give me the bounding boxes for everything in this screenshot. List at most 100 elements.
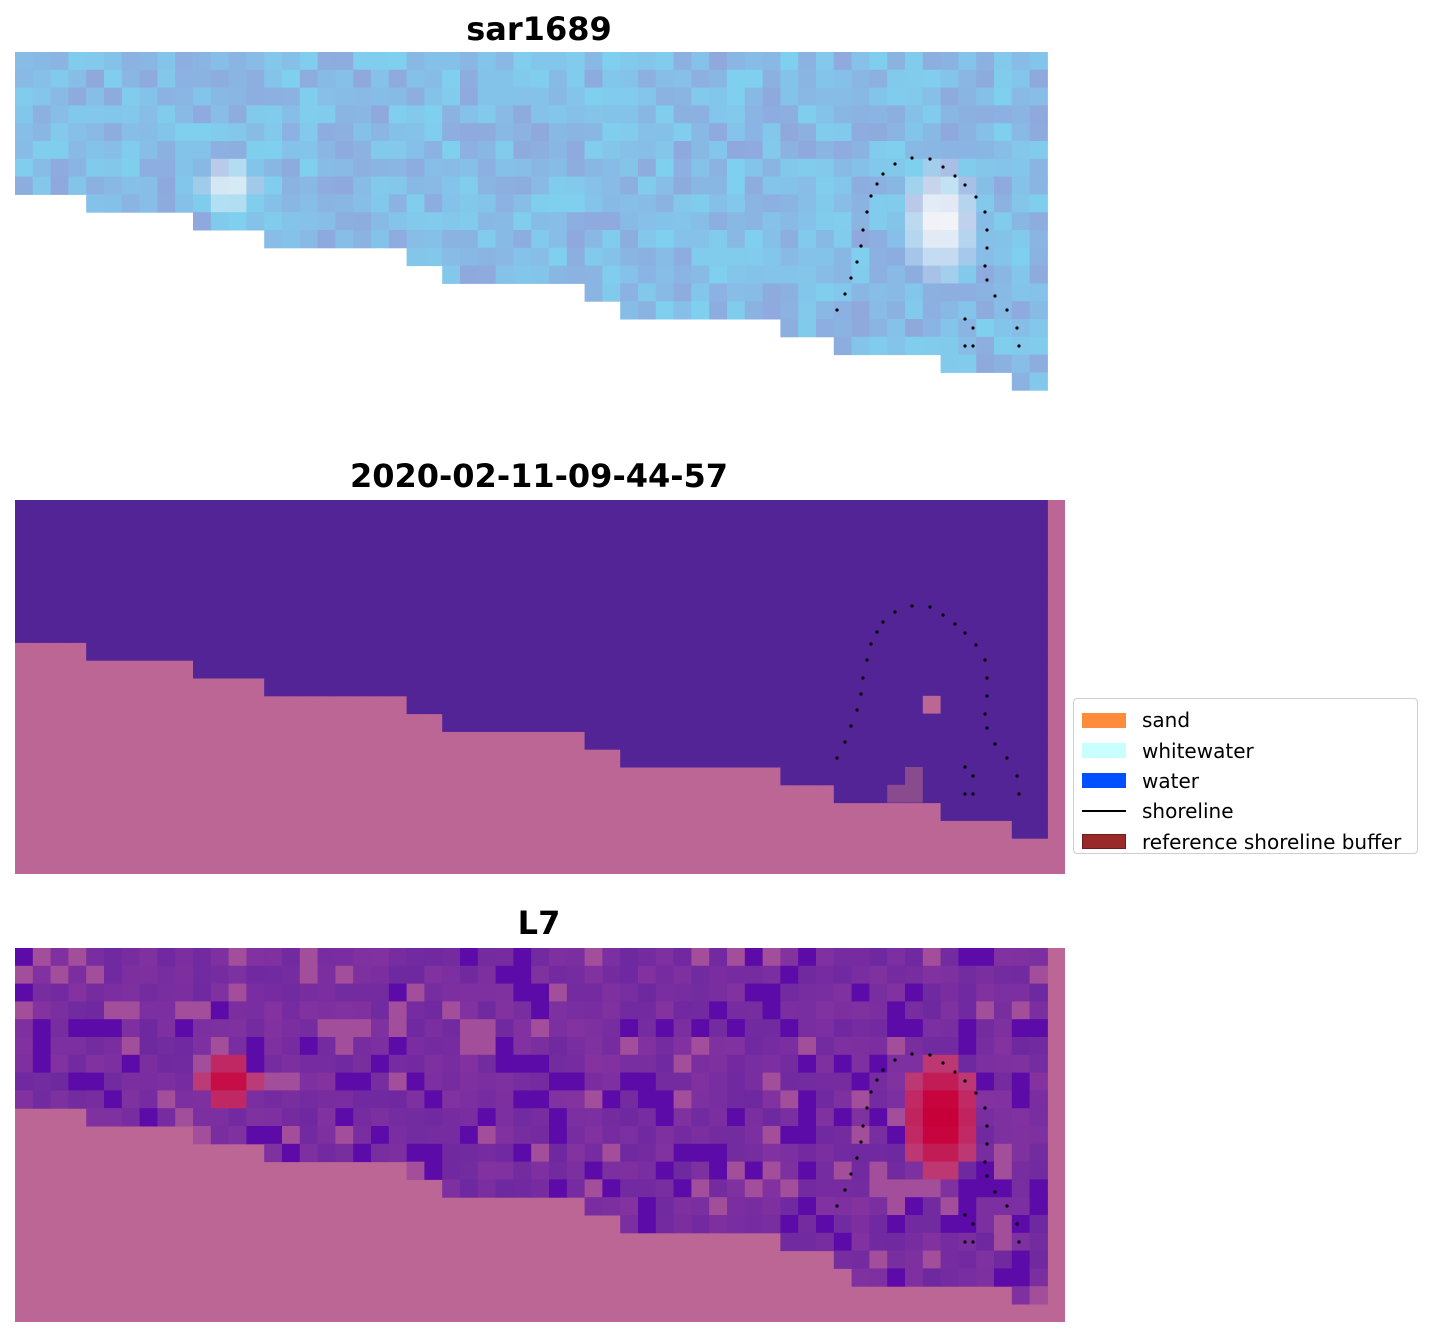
raster-cell: [851, 336, 870, 356]
raster-cell: [620, 141, 639, 160]
raster-cell: [353, 535, 372, 554]
raster-cell: [549, 571, 568, 590]
raster-cell: [976, 1215, 995, 1234]
raster-cell: [798, 87, 817, 106]
raster-cell: [709, 983, 728, 1002]
raster-cell: [1029, 212, 1048, 231]
raster-cell: [833, 87, 853, 106]
raster-cell: [228, 1072, 247, 1091]
raster-cell: [531, 1161, 550, 1180]
raster-cell: [833, 1001, 853, 1020]
raster-cell: [762, 1090, 781, 1109]
raster-cell: [388, 1072, 408, 1091]
raster-cell: [317, 606, 336, 626]
raster-cell: [228, 69, 247, 89]
raster-cell: [68, 589, 87, 608]
raster-cell: [976, 606, 995, 626]
raster-cell: [780, 535, 799, 554]
raster-cell: [228, 87, 247, 106]
raster-cell: [477, 553, 497, 572]
raster-cell: [691, 535, 710, 554]
raster-cell: [1029, 678, 1048, 697]
raster-cell: [193, 69, 212, 89]
raster-cell: [353, 1001, 372, 1020]
raster-cell: [139, 606, 158, 626]
raster-cell: [994, 802, 1013, 821]
raster-cell: [1011, 1001, 1031, 1020]
raster-cell: [531, 158, 550, 178]
raster-cell: [673, 158, 692, 178]
raster-cell: [798, 965, 817, 985]
raster-cell: [175, 194, 194, 213]
raster-cell: [371, 589, 390, 608]
reference-shoreline-dot: [1005, 1204, 1009, 1208]
raster-cell: [709, 212, 728, 231]
raster-cell: [513, 1179, 532, 1198]
raster-cell: [655, 965, 675, 985]
raster-cell: [744, 1108, 764, 1127]
raster-cell: [780, 1232, 799, 1252]
raster-cell: [976, 660, 995, 679]
raster-cell: [638, 1037, 657, 1056]
raster-cell: [798, 695, 817, 715]
raster-cell: [638, 500, 657, 519]
raster-cell: [655, 1161, 675, 1180]
raster-cell: [727, 158, 746, 178]
raster-cell: [816, 1054, 835, 1074]
raster-cell: [851, 1232, 870, 1252]
raster-cell: [406, 158, 425, 178]
raster-cell: [460, 983, 479, 1002]
raster-cell: [371, 230, 390, 249]
raster-cell: [655, 517, 675, 537]
raster-cell: [922, 194, 942, 213]
raster-cell: [816, 695, 835, 715]
raster-cell: [691, 87, 710, 106]
raster-cell: [566, 176, 586, 195]
raster-cell: [1029, 301, 1048, 320]
raster-cell: [121, 1054, 141, 1074]
raster-cell: [691, 1126, 710, 1145]
raster-cell: [655, 52, 675, 71]
raster-cell: [513, 1108, 532, 1127]
raster-cell: [851, 69, 870, 89]
raster-cell: [762, 500, 781, 519]
raster-cell: [406, 1108, 425, 1127]
raster-cell: [210, 212, 230, 231]
raster-cell: [602, 283, 621, 302]
raster-cell: [299, 158, 319, 178]
raster-cell: [424, 212, 443, 231]
raster-cell: [1011, 1143, 1031, 1163]
raster-cell: [976, 301, 995, 320]
raster-cell: [317, 87, 336, 106]
raster-cell: [905, 1143, 924, 1163]
raster-cell: [655, 87, 675, 106]
raster-cell: [50, 52, 69, 71]
raster-cell: [15, 983, 34, 1002]
raster-cell: [406, 948, 425, 967]
raster-cell: [762, 123, 781, 142]
raster-cell: [406, 660, 425, 679]
raster-cell: [549, 176, 568, 195]
raster-cell: [851, 1054, 870, 1074]
raster-cell: [780, 713, 799, 732]
raster-cell: [816, 87, 835, 106]
raster-cell: [780, 52, 799, 71]
raster-cell: [388, 123, 408, 142]
raster-cell: [495, 1019, 514, 1038]
raster-cell: [780, 319, 799, 338]
raster-cell: [566, 87, 586, 106]
raster-cell: [335, 87, 354, 106]
raster-cell: [780, 589, 799, 608]
raster-cell: [887, 176, 906, 195]
raster-cell: [887, 1268, 906, 1287]
raster-cell: [549, 230, 568, 249]
raster-cell: [584, 571, 603, 590]
raster-cell: [1029, 1286, 1048, 1305]
raster-cell: [282, 212, 301, 231]
raster-cell: [816, 283, 835, 302]
raster-cell: [68, 52, 87, 71]
raster-cell: [905, 695, 924, 715]
raster-cell: [335, 194, 354, 213]
raster-cell: [460, 1126, 479, 1145]
raster-cell: [762, 158, 781, 178]
